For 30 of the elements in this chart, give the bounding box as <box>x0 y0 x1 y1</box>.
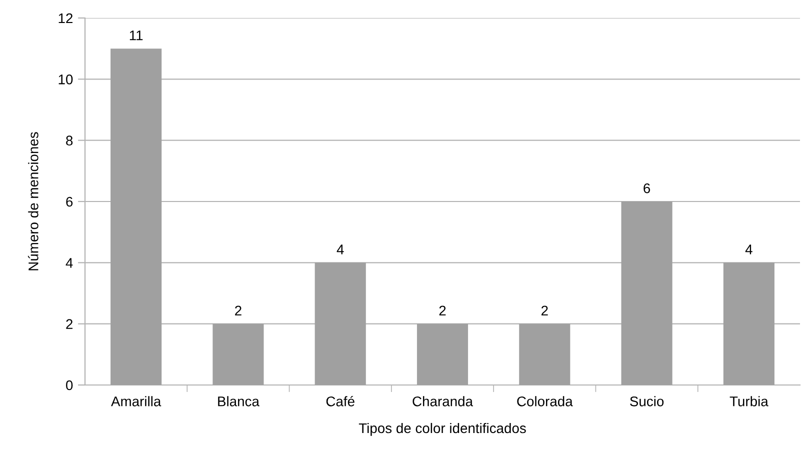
bar <box>723 262 774 385</box>
x-tick-label: Amarilla <box>111 396 162 406</box>
data-label: 4 <box>336 244 344 254</box>
y-tick-label: 6 <box>66 196 73 207</box>
x-tick-label: Café <box>326 396 354 406</box>
x-tick-label: Charanda <box>412 396 473 406</box>
x-tick-label: Sucio <box>630 396 664 406</box>
data-label: 2 <box>541 306 548 316</box>
data-label: 6 <box>644 183 650 194</box>
data-label: 11 <box>130 30 143 40</box>
bar <box>621 202 672 385</box>
bar <box>519 324 570 385</box>
y-tick-label: 8 <box>66 136 73 146</box>
x-axis-title: Tipos de color identificados <box>358 422 526 436</box>
y-axis-title: Número de menciones <box>28 132 38 270</box>
bar <box>314 262 366 385</box>
x-tick-label: Turbia <box>730 396 768 406</box>
bar <box>416 324 468 385</box>
x-tick-label: Colorada <box>517 396 573 406</box>
x-tick-label: Blanca <box>218 396 260 406</box>
y-tick-label: 10 <box>58 74 73 84</box>
bar <box>212 324 264 385</box>
data-label: 4 <box>745 244 752 254</box>
data-label: 2 <box>235 306 242 316</box>
y-tick-label: 4 <box>66 258 73 268</box>
bar <box>110 48 162 385</box>
y-tick-label: 0 <box>66 380 73 390</box>
y-tick-label: 12 <box>58 13 72 24</box>
data-label: 2 <box>439 306 446 316</box>
y-tick-label: 2 <box>66 319 72 329</box>
